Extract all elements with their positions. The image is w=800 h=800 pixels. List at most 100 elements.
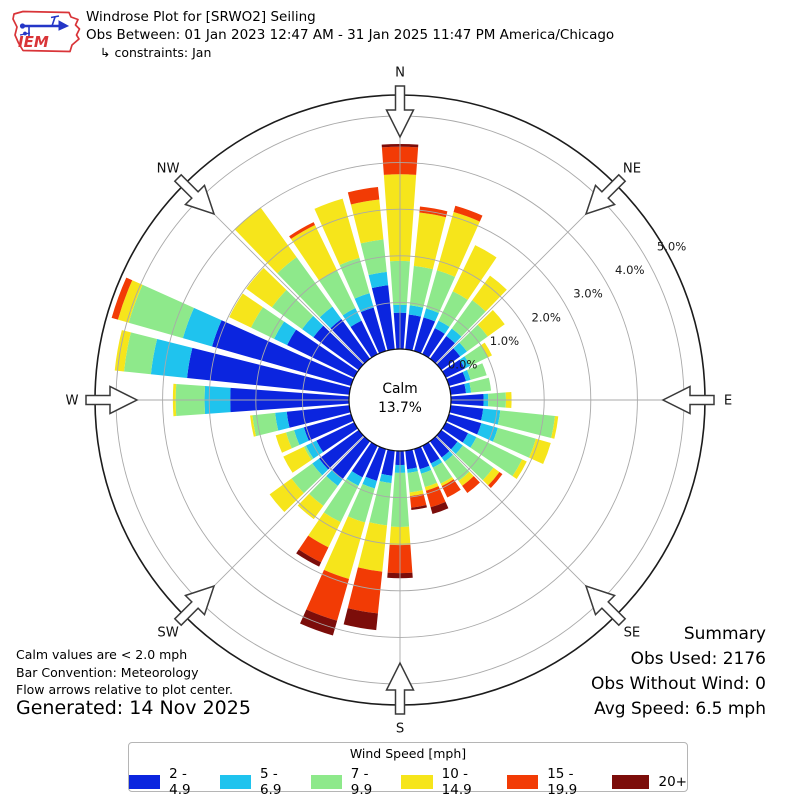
summary-block: Summary Obs Used: 2176 Obs Without Wind:…: [591, 622, 766, 722]
wind-sector: [420, 469, 437, 488]
wind-sector: [426, 270, 456, 314]
wind-sector: [271, 289, 314, 330]
wind-sector: [330, 319, 371, 364]
legend-title: Wind Speed [mph]: [349, 746, 467, 761]
wind-sector: [323, 478, 359, 523]
legend-row: 2 - 4.9 5 - 6.9 7 - 9.9 10 - 14.9 15 - 19.9 2…: [129, 766, 687, 798]
wind-sector: [277, 257, 333, 318]
wind-sector: [300, 609, 338, 636]
wind-sector: [482, 467, 500, 486]
polar-ring: [301, 301, 499, 499]
wind-sector: [424, 482, 439, 491]
wind-sector: [347, 483, 375, 523]
wind-sector: [303, 445, 314, 460]
flow-arrow-icon: [173, 584, 216, 627]
legend-label: 5 - 6.9: [259, 766, 282, 798]
wind-sector: [360, 239, 387, 276]
wind-sector: [229, 293, 263, 328]
wind-sector: [407, 471, 423, 493]
wind-sector: [429, 336, 455, 364]
wind-sector: [442, 359, 465, 378]
compass-label: NE: [623, 162, 641, 177]
wind-sector: [449, 383, 467, 395]
compass-label: N: [395, 66, 405, 81]
flow-arrow-icon: [584, 173, 627, 216]
wind-speed-legend: Wind Speed [mph] 2 - 4.9 5 - 6.9 7 - 9.9 10…: [128, 742, 688, 798]
radial-tick-label: 0.0%: [448, 358, 477, 372]
wind-sector: [350, 320, 378, 358]
wind-sector: [296, 549, 322, 567]
wind-sector: [323, 516, 366, 580]
wind-sector: [381, 449, 395, 476]
wind-sector: [303, 413, 354, 441]
wind-sector: [123, 332, 158, 375]
wind-sector: [436, 429, 458, 450]
wind-sector: [441, 479, 461, 498]
wind-sector: [472, 275, 507, 312]
calm-label: Calm: [382, 381, 417, 397]
wind-sector: [150, 338, 193, 378]
iowa-outline-icon: [12, 10, 81, 53]
wind-sector: [436, 212, 480, 277]
wind-sector: [451, 300, 486, 337]
wind-sector: [449, 405, 484, 421]
wind-sector: [434, 320, 450, 334]
polar-ring: [255, 255, 545, 545]
wind-sector: [343, 608, 378, 631]
legend-swatch: [310, 775, 342, 789]
wind-sector: [453, 205, 483, 222]
wind-sector: [298, 535, 329, 563]
wind-sector: [275, 432, 292, 453]
wind-sector: [466, 363, 487, 380]
wind-sector: [413, 446, 430, 470]
wind-sector: [308, 512, 341, 548]
wind-sector: [287, 329, 358, 378]
wind-sector: [477, 423, 498, 442]
wind-sector: [379, 473, 393, 484]
wind-sector: [346, 471, 363, 486]
wind-sector: [309, 476, 338, 506]
wind-sector: [459, 356, 471, 369]
flow-arrow-icon: [85, 385, 139, 415]
flow-arrow-icon: [385, 661, 415, 715]
wind-sector: [351, 442, 378, 478]
summary-avg-speed: Avg Speed: 6.5 mph: [594, 699, 766, 719]
legend-label: 20+: [658, 774, 687, 790]
footnote-calm: Calm values are < 2.0 mph: [16, 647, 188, 662]
wind-sector: [446, 371, 467, 387]
wind-sector: [306, 569, 350, 621]
radial-tick-label: 2.0%: [531, 310, 560, 324]
chart-title: Windrose Plot for [SRWO2] Seiling: [86, 9, 316, 25]
flow-arrow-icon: [173, 173, 216, 216]
legend-label: 10 - 14.9: [441, 766, 472, 798]
wind-sector: [425, 486, 446, 508]
wind-sector: [458, 471, 474, 486]
wind-sector: [302, 315, 324, 338]
wind-sector: [319, 429, 364, 470]
wind-sector: [297, 493, 324, 520]
wind-sector: [413, 317, 436, 354]
compass-label: SW: [157, 625, 178, 640]
legend-item: 10 - 14.9: [401, 766, 493, 798]
wind-sector: [117, 280, 143, 323]
footnote-arrows: Flow arrows relative to plot center.: [16, 682, 233, 697]
wind-sector: [480, 342, 492, 358]
chart-subtitle: Obs Between: 01 Jan 2023 12:47 AM - 31 J…: [86, 27, 615, 43]
calm-percent: 13.7%: [378, 400, 422, 416]
legend-item: 2 - 4.9: [129, 766, 206, 798]
wind-sector: [529, 438, 551, 465]
wind-sector: [409, 490, 424, 497]
compass-label: S: [396, 722, 404, 737]
legend-item: 20+: [612, 774, 687, 790]
compass-label: W: [65, 394, 78, 409]
wind-sector: [365, 446, 387, 481]
wind-sector: [481, 408, 501, 425]
legend-label: 15 - 19.9: [547, 766, 578, 798]
wind-sector: [316, 422, 358, 453]
wind-sector: [187, 347, 351, 395]
wind-sector: [212, 320, 354, 387]
wind-sector: [360, 307, 387, 354]
wind-sector: [430, 458, 443, 468]
legend-swatch: [612, 775, 650, 789]
